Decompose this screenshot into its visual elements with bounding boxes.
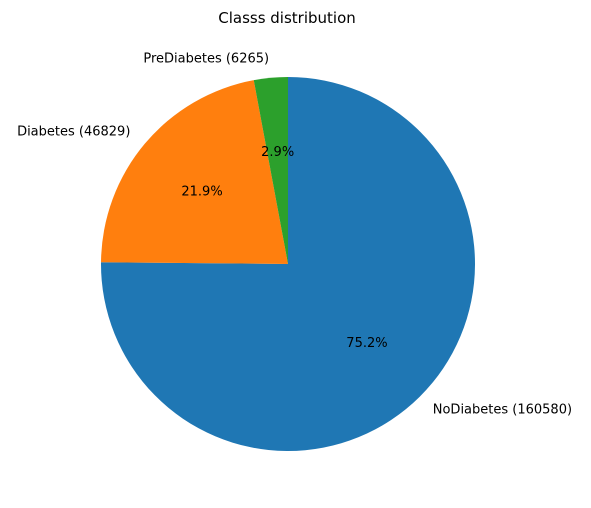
chart-title: Classs distribution [218, 9, 356, 27]
slice-label-prediabetes: PreDiabetes (6265) [143, 52, 269, 67]
percent-label-prediabetes: 2.9% [261, 145, 294, 160]
pie-slices [101, 77, 476, 452]
pie-labels: NoDiabetes (160580) 75.2% Diabetes (46829)… [17, 52, 572, 418]
pie-slice-diabetes [101, 80, 288, 264]
slice-label-diabetes: Diabetes (46829) [17, 124, 130, 139]
pie-slice-prediabetes [253, 77, 288, 264]
slice-label-nodiabetes: NoDiabetes (160580) [433, 403, 572, 418]
percent-label-nodiabetes: 75.2% [346, 336, 387, 351]
percent-label-diabetes: 21.9% [181, 184, 222, 199]
pie-slice-nodiabetes [101, 77, 476, 452]
